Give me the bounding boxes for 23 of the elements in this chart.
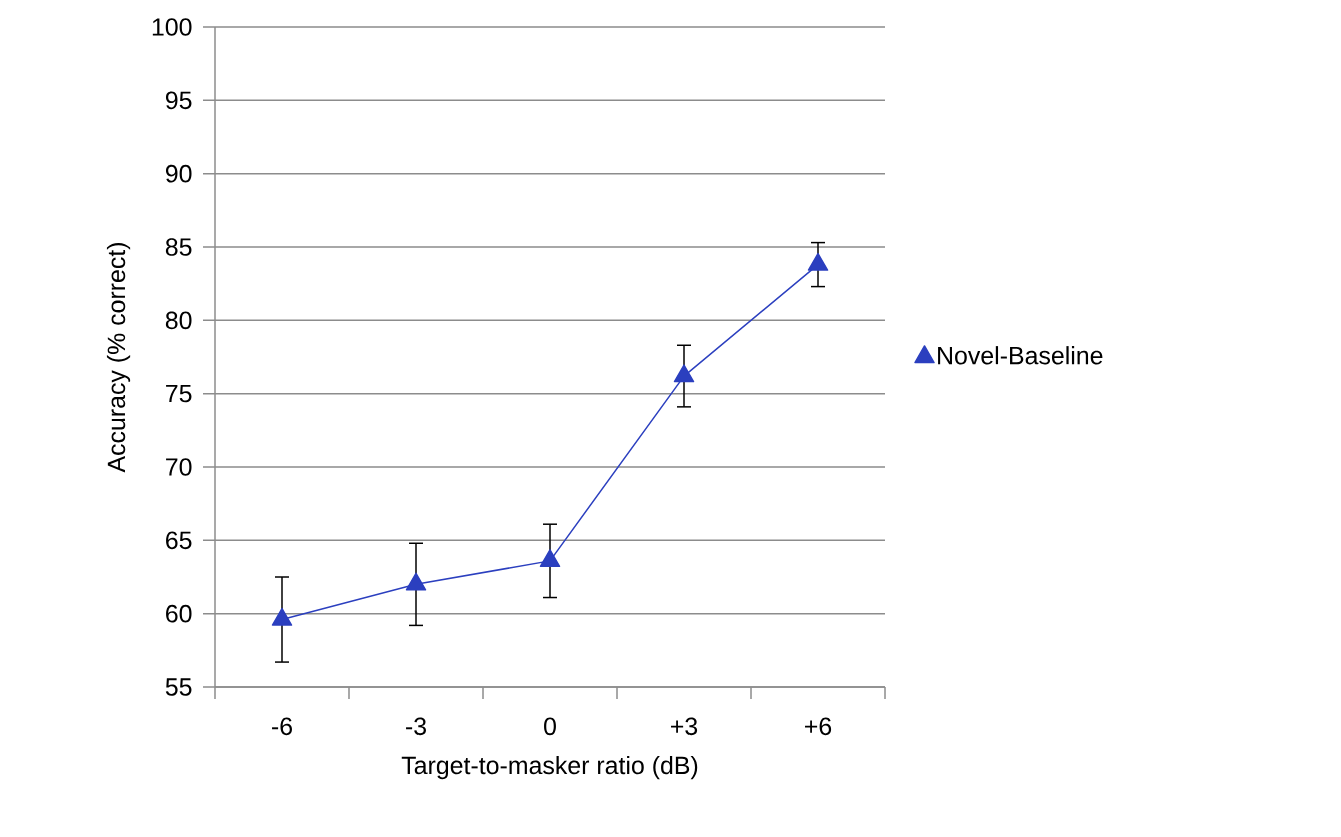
y-tick-label: 80 bbox=[165, 311, 192, 330]
x-tick-label: 0 bbox=[544, 717, 556, 736]
x-axis-title: Target-to-masker ratio (dB) bbox=[401, 755, 698, 780]
x-tick-label: +3 bbox=[671, 717, 698, 736]
legend-label: Novel-Baseline bbox=[938, 346, 1103, 365]
y-tick-label: 65 bbox=[166, 531, 192, 550]
y-tick-label: 90 bbox=[165, 164, 192, 183]
point bbox=[405, 572, 427, 591]
y-tick-label: 95 bbox=[165, 91, 192, 110]
point bbox=[673, 364, 695, 383]
point bbox=[807, 252, 829, 271]
y-tick-label: 85 bbox=[165, 238, 192, 256]
y-tick-label: 55 bbox=[165, 678, 192, 696]
point bbox=[271, 607, 293, 626]
y-tick-label: 75 bbox=[166, 384, 192, 403]
x-tick-label: -3 bbox=[406, 717, 426, 736]
point bbox=[539, 549, 561, 568]
x-tick-label: -6 bbox=[272, 717, 292, 736]
y-tick-label: 70 bbox=[166, 458, 192, 476]
y-tick-label: 100 bbox=[152, 18, 192, 36]
x-tick-label: +6 bbox=[805, 717, 832, 736]
y-tick-label: 60 bbox=[166, 604, 192, 623]
y-axis-title: Accuracy (% correct) bbox=[106, 243, 131, 473]
